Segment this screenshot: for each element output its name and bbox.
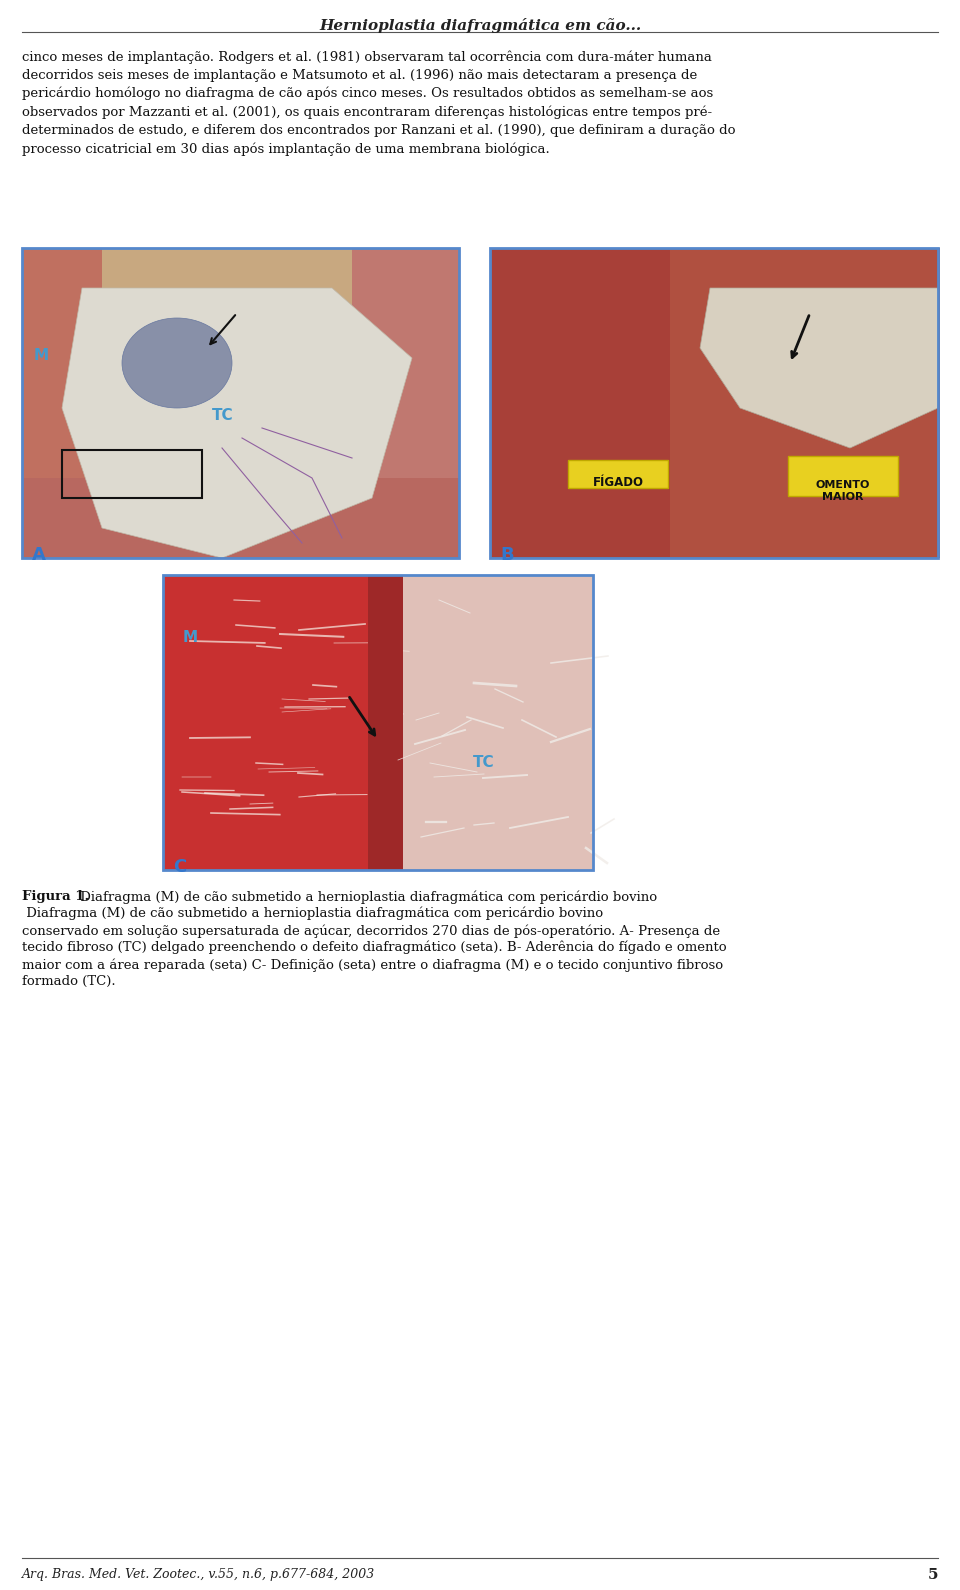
Bar — [163, 576, 593, 870]
Bar — [22, 248, 102, 558]
Text: formado (TC).: formado (TC). — [22, 975, 115, 987]
Text: A: A — [32, 545, 46, 564]
Text: Arq. Bras. Med. Vet. Zootec., v.55, n.6, p.677-684, 2003: Arq. Bras. Med. Vet. Zootec., v.55, n.6,… — [22, 1568, 375, 1580]
Text: TC: TC — [212, 409, 233, 423]
Text: Hernioplastia diafragmática em cão...: Hernioplastia diafragmática em cão... — [319, 17, 641, 33]
Text: observados por Mazzanti et al. (2001), os quais encontraram diferenças histológi: observados por Mazzanti et al. (2001), o… — [22, 105, 712, 119]
Text: pericárdio homólogo no diafragma de cão após cinco meses. Os resultados obtidos : pericárdio homólogo no diafragma de cão … — [22, 87, 713, 100]
Text: M: M — [34, 348, 49, 363]
Text: conservado em solução supersaturada de açúcar, decorridos 270 dias de pós-operat: conservado em solução supersaturada de a… — [22, 924, 720, 938]
Text: 5: 5 — [927, 1568, 938, 1582]
Text: Figura 1.: Figura 1. — [22, 890, 89, 903]
Text: cinco meses de implantação. Rodgers et al. (1981) observaram tal ocorrência com : cinco meses de implantação. Rodgers et a… — [22, 49, 712, 64]
Text: FÍGADO: FÍGADO — [592, 475, 643, 490]
Bar — [62, 450, 202, 498]
Polygon shape — [700, 288, 938, 448]
Text: decorridos seis meses de implantação e Matsumoto et al. (1996) não mais detectar: decorridos seis meses de implantação e M… — [22, 68, 697, 81]
Text: Diafragma (M) de cão submetido a hernioplastia diafragmática com pericárdio bovi: Diafragma (M) de cão submetido a herniop… — [22, 906, 603, 921]
Text: maior com a área reparada (seta) C- Definição (seta) entre o diafragma (M) e o t: maior com a área reparada (seta) C- Defi… — [22, 959, 723, 971]
Text: M: M — [183, 630, 198, 646]
Bar — [670, 248, 940, 558]
Bar — [22, 248, 459, 558]
Text: B: B — [500, 545, 514, 564]
Polygon shape — [62, 288, 412, 558]
Bar — [788, 456, 898, 496]
Bar — [490, 248, 938, 558]
Text: OMENTO
MAIOR: OMENTO MAIOR — [816, 480, 870, 501]
Bar — [368, 576, 403, 870]
Bar — [22, 248, 459, 558]
Text: tecido fibroso (TC) delgado preenchendo o defeito diafragmático (seta). B- Aderê: tecido fibroso (TC) delgado preenchendo … — [22, 941, 727, 954]
Ellipse shape — [122, 318, 232, 409]
Bar — [378, 576, 593, 870]
Bar — [490, 248, 938, 558]
Text: processo cicatricial em 30 dias após implantação de uma membrana biológica.: processo cicatricial em 30 dias após imp… — [22, 143, 550, 156]
Text: determinados de estudo, e diferem dos encontrados por Ranzani et al. (1990), que: determinados de estudo, e diferem dos en… — [22, 124, 735, 137]
Bar — [22, 479, 459, 558]
Bar — [352, 248, 459, 558]
Text: C: C — [173, 859, 186, 876]
Text: Diafragma (M) de cão submetido a hernioplastia diafragmática com pericárdio bovi: Diafragma (M) de cão submetido a herniop… — [76, 890, 658, 903]
Text: TC: TC — [473, 755, 494, 770]
Bar — [568, 460, 668, 488]
Bar — [163, 576, 378, 870]
